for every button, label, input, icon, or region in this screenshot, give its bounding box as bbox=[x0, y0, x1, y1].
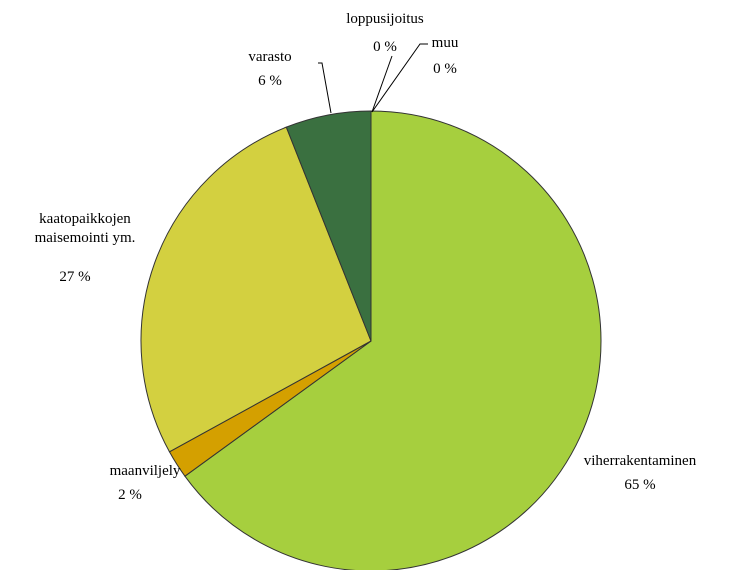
slice-value-label: 0 % bbox=[433, 61, 457, 77]
slice-label: maanviljely bbox=[109, 463, 181, 479]
slice-label: loppusijoitus bbox=[346, 11, 424, 27]
slice-label: kaatopaikkojen maisemointi ym. bbox=[34, 211, 136, 246]
slice-value-label: 2 % bbox=[118, 487, 142, 503]
slice-label: varasto bbox=[248, 49, 292, 65]
leader-line bbox=[371, 55, 393, 113]
leader-lines bbox=[318, 43, 428, 114]
leader-line bbox=[371, 43, 428, 113]
slice-value-label: 27 % bbox=[59, 269, 91, 285]
pie-slice bbox=[140, 126, 372, 453]
slice-label: viherrakentaminen bbox=[583, 453, 697, 469]
leader-line bbox=[318, 62, 332, 114]
slice-value-label: 65 % bbox=[624, 477, 656, 493]
slice-label: muu bbox=[431, 35, 459, 51]
slice-value-label: 0 % bbox=[373, 39, 397, 55]
slice-value-label: 6 % bbox=[258, 73, 282, 89]
pie-slice bbox=[184, 110, 602, 570]
